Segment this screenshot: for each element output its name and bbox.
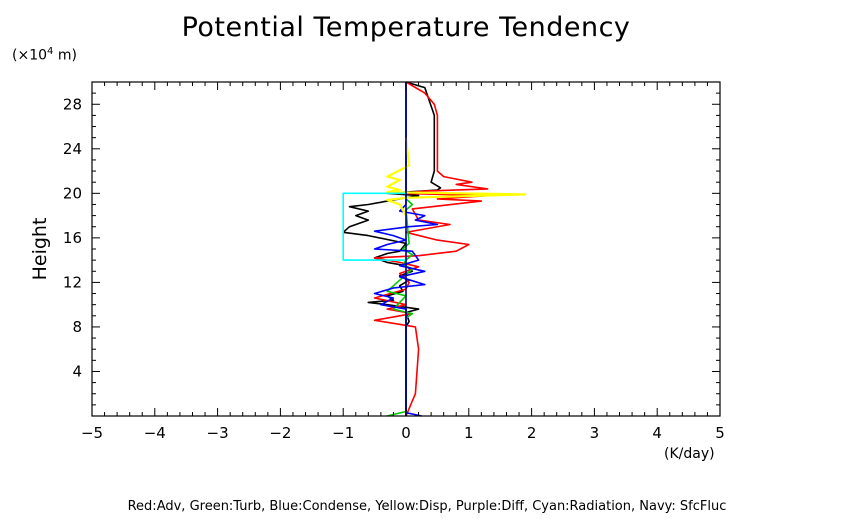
x-tick-label: −2	[269, 424, 291, 442]
y-tick-label: 20	[63, 184, 82, 202]
y-tick-label: 28	[63, 95, 82, 113]
y-unit-suffix: m)	[53, 47, 77, 64]
y-unit-exponent: 4	[47, 46, 54, 57]
chart-title: Potential Temperature Tendency	[181, 12, 631, 43]
x-tick-label: −1	[332, 424, 354, 442]
x-tick-label: −4	[144, 424, 166, 442]
series-line-3	[386, 82, 414, 417]
y-axis-unit: (×104 m)	[12, 46, 77, 64]
series-line-1	[342, 81, 442, 416]
x-tick-label: −3	[207, 424, 229, 442]
y-tick-label: 16	[63, 229, 82, 247]
series-line-6	[342, 192, 407, 261]
x-tick-label: 2	[527, 424, 537, 442]
y-tick-label: 12	[63, 273, 82, 291]
x-tick-label: 4	[652, 424, 662, 442]
series-line-4	[373, 82, 439, 417]
x-tick-label: 3	[590, 424, 600, 442]
y-tick-label: 4	[72, 362, 82, 380]
x-tick-label: −5	[81, 424, 103, 442]
y-tick-label: 24	[63, 140, 82, 158]
x-tick-label: 5	[715, 424, 725, 442]
x-tick-label: 0	[401, 424, 411, 442]
series-line-5	[386, 137, 527, 217]
legend-text: Red:Adv, Green:Turb, Blue:Condense, Yell…	[127, 499, 727, 514]
y-unit-prefix: (×10	[12, 47, 48, 64]
series-layer	[342, 81, 527, 417]
series-line-2	[373, 81, 489, 417]
y-tick-label: 8	[72, 318, 82, 336]
x-tick-label: 1	[464, 424, 474, 442]
x-axis-unit: (K/day)	[664, 446, 715, 462]
